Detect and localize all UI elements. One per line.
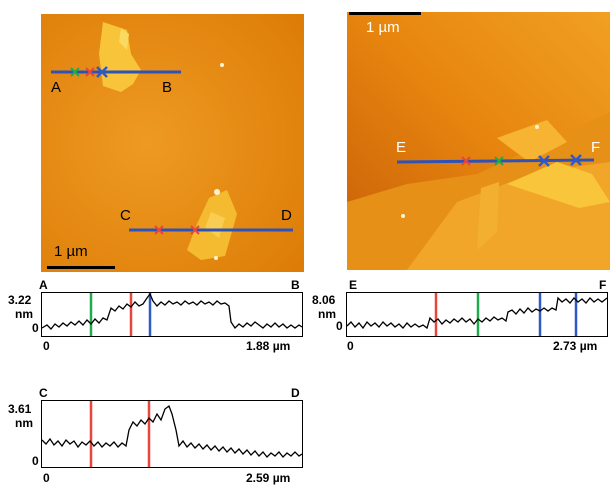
profile-yzero-label: 0 xyxy=(32,454,39,468)
point-b-label: B xyxy=(162,79,173,96)
profile-xzero-label: 0 xyxy=(347,339,354,353)
height-profile xyxy=(41,404,303,458)
marker-blue xyxy=(538,155,550,167)
point-f-label: F xyxy=(591,139,601,156)
profile-ab-plot xyxy=(41,292,303,337)
profile-xzero-label: 0 xyxy=(43,471,50,485)
profile-end-label: D xyxy=(291,386,300,400)
flake-right xyxy=(507,162,610,208)
height-profile xyxy=(41,292,303,330)
profile-unit-label: nm xyxy=(15,307,33,321)
marker-red xyxy=(461,156,471,166)
marker-blue xyxy=(96,66,108,78)
profile-unit-label: nm xyxy=(318,307,336,321)
profile-ef-plot xyxy=(346,292,608,337)
profile-yzero-label: 0 xyxy=(32,321,39,335)
marker-green xyxy=(494,156,504,166)
profile-start-label: C xyxy=(39,386,48,400)
profile-ymax-label: 3.61 xyxy=(8,402,32,416)
profile-xzero-label: 0 xyxy=(43,339,50,353)
profile-xmax-label: 1.88 µm xyxy=(246,339,291,353)
afm-image-left xyxy=(41,14,304,272)
profile-yzero-label: 0 xyxy=(336,319,343,333)
afm-image-right xyxy=(347,12,610,270)
profile-end-label: B xyxy=(291,278,300,292)
height-profile xyxy=(346,296,608,330)
profile-unit-label: nm xyxy=(15,416,33,430)
profile-xmax-label: 2.73 µm xyxy=(553,339,598,353)
line-ef xyxy=(396,158,595,164)
marker-blue xyxy=(570,154,582,166)
flake-upper xyxy=(99,22,141,92)
profile-xmax-label: 2.59 µm xyxy=(246,471,291,485)
marker-red xyxy=(190,225,200,235)
scale-bar xyxy=(47,266,115,269)
point-c-label: C xyxy=(120,207,131,224)
point-e-label: E xyxy=(396,139,407,156)
scale-label: 1 µm xyxy=(54,243,88,260)
profile-cd-plot xyxy=(41,400,303,468)
point-d-label: D xyxy=(281,207,292,224)
profile-ymax-label: 8.06 xyxy=(312,293,336,307)
profile-start-label: E xyxy=(349,278,358,292)
profile-end-label: F xyxy=(599,278,607,292)
marker-red xyxy=(85,67,95,77)
scale-bar xyxy=(349,12,421,15)
scale-label: 1 µm xyxy=(366,19,400,36)
profile-start-label: A xyxy=(39,278,48,292)
profile-ymax-label: 3.22 xyxy=(8,293,32,307)
marker-green xyxy=(70,67,80,77)
marker-red xyxy=(154,225,164,235)
point-a-label: A xyxy=(51,79,62,96)
